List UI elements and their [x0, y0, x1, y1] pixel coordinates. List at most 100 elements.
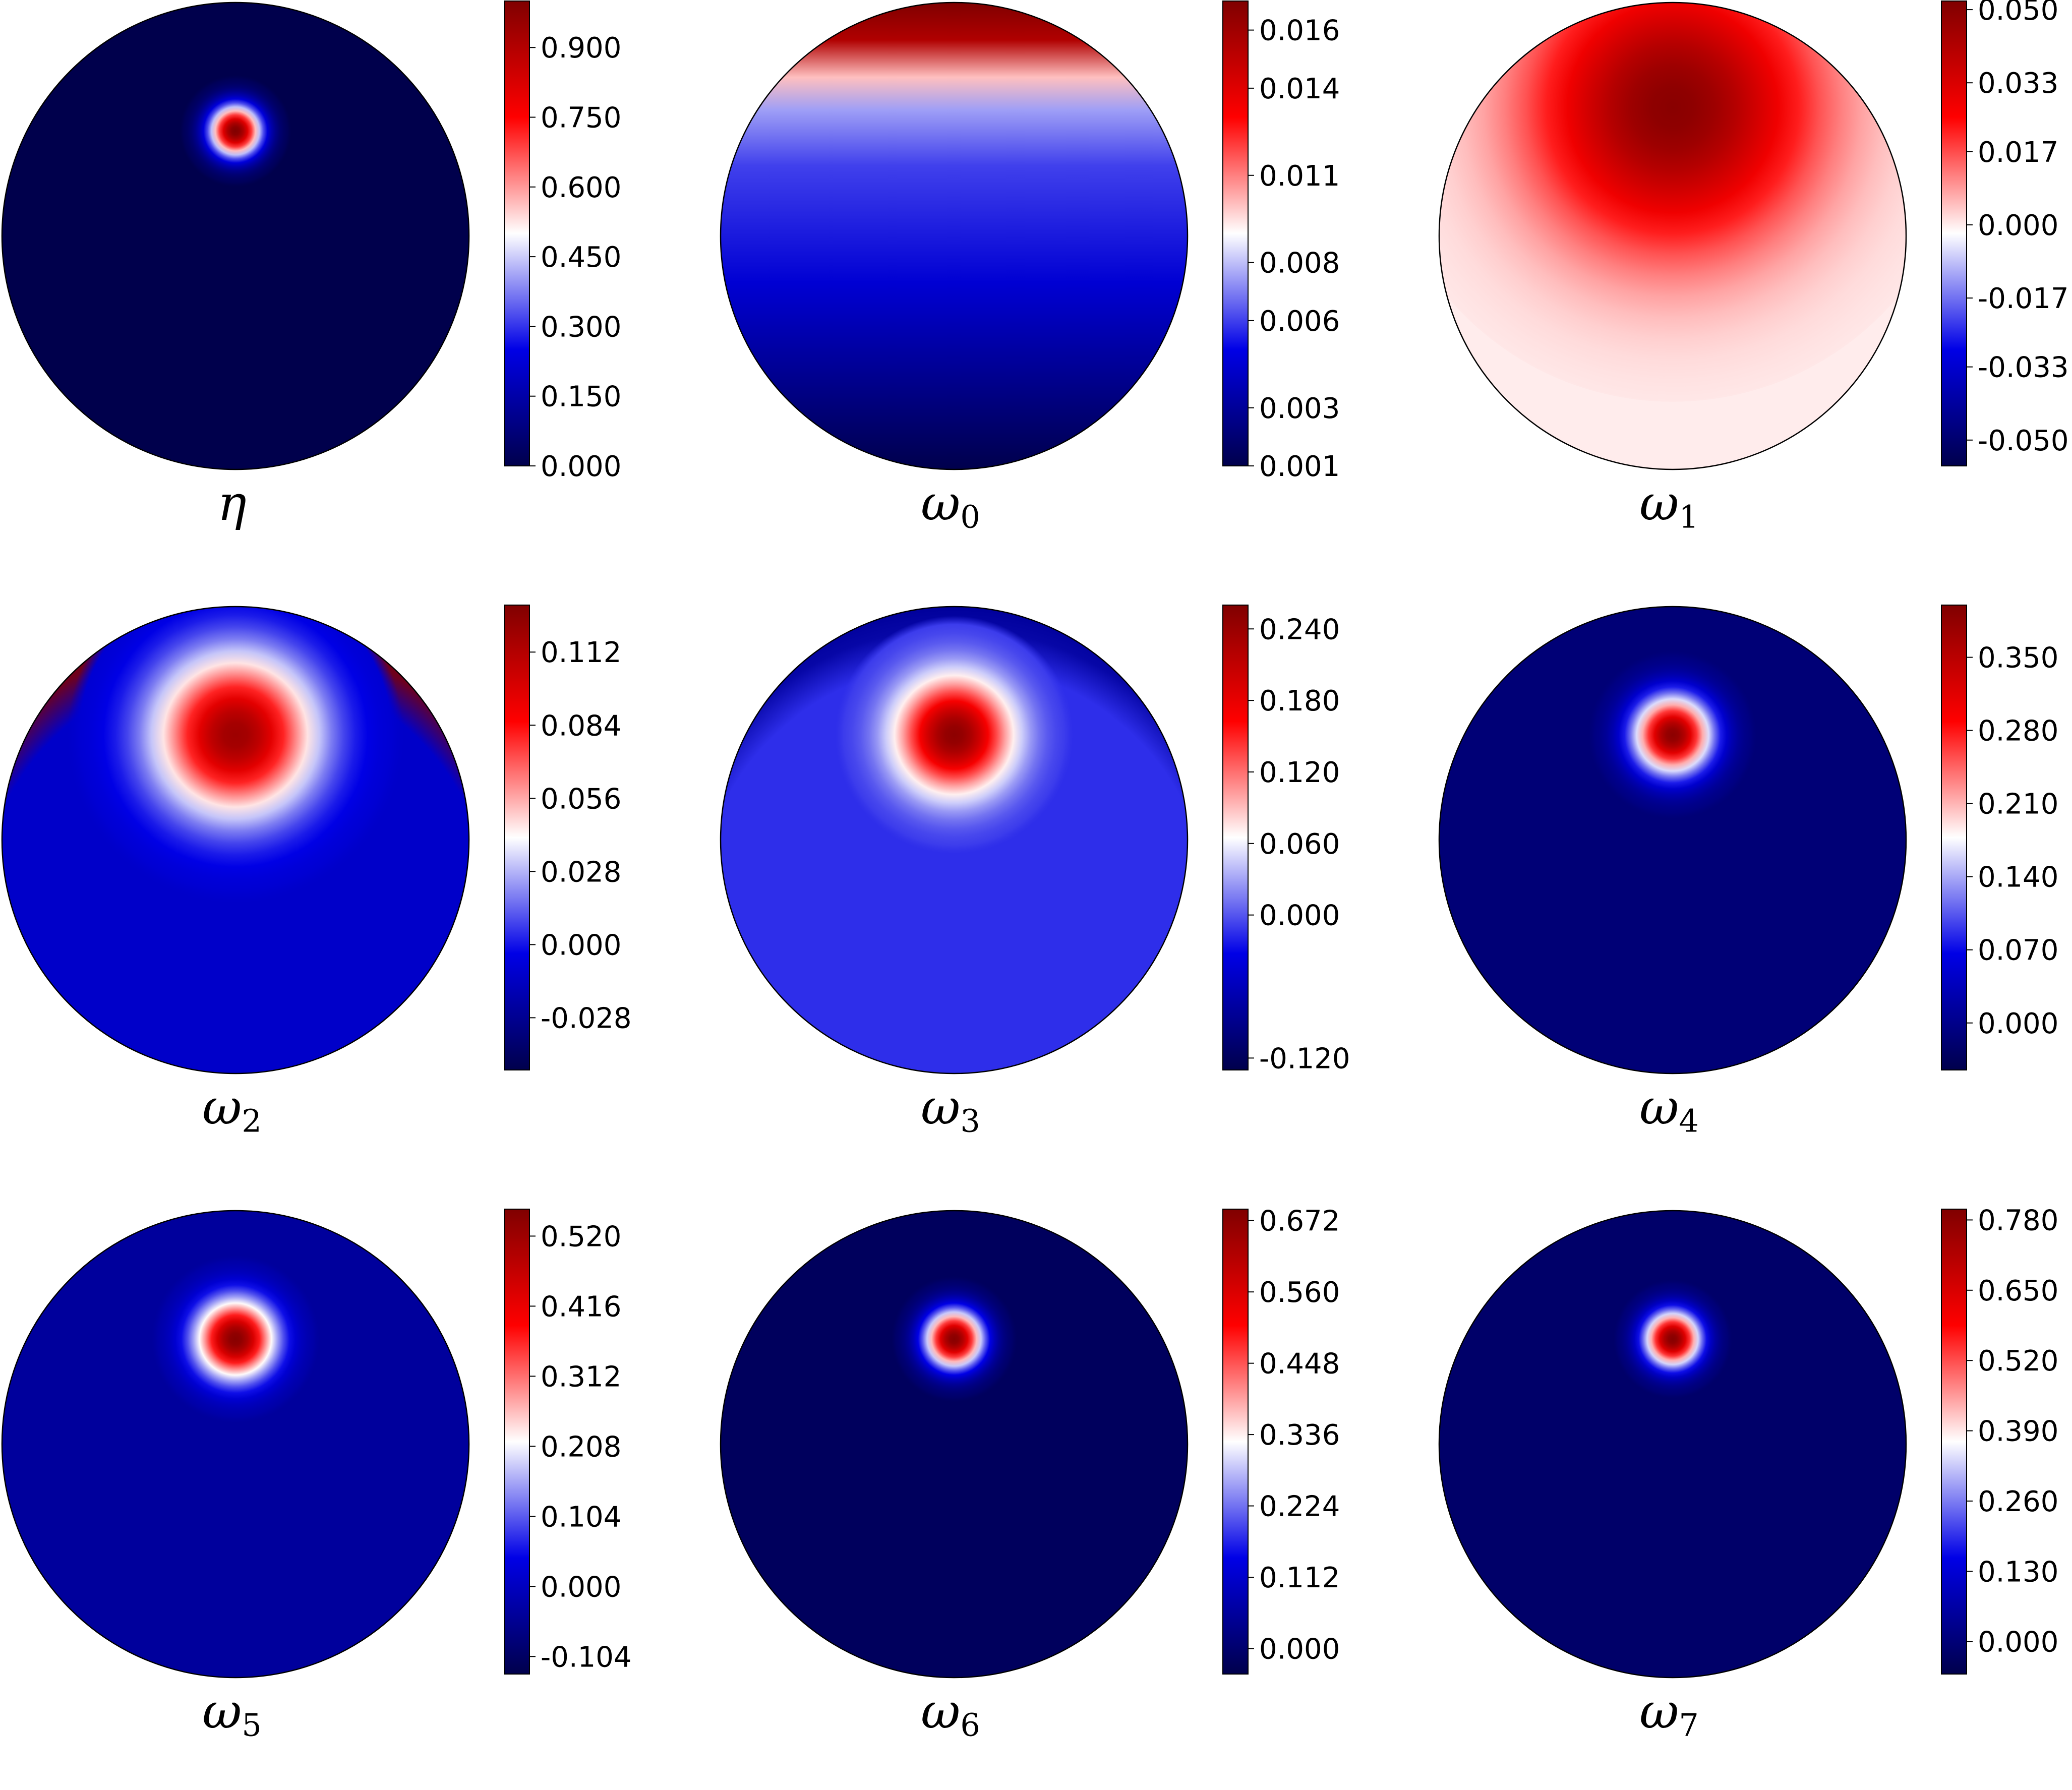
- colorbar-tick-label: 0.000: [1259, 900, 1340, 932]
- heatmap-disk-plot: 0.000 0.130 0.260 0.390 0.520 0.650 0.780: [1438, 1208, 2058, 1679]
- panel-omega-6: 0.000 0.112 0.224 0.336 0.448 0.560 0.672 ω6: [719, 1208, 1409, 1790]
- heatmap-disk-plot: 0.000 0.150 0.300 0.450 0.600 0.750 0.900: [1, 1, 621, 483]
- colorbar-tick-label: 0.312: [541, 1360, 621, 1393]
- panel-omega-7: 0.000 0.130 0.260 0.390 0.520 0.650 0.780 ω7: [1437, 1208, 2072, 1790]
- colorbar-tick-label: 0.416: [541, 1290, 621, 1323]
- colorbar-tick-label: 0.104: [541, 1501, 621, 1533]
- field-layer: [1439, 607, 1906, 1073]
- disk-outline: [1438, 606, 1907, 1075]
- colorbar-tick-label: 0.016: [1259, 15, 1340, 47]
- panel-label: ω2: [131, 1083, 333, 1137]
- field-peak: [67, 607, 404, 904]
- colorbar-tick-label: 0.224: [1259, 1490, 1340, 1523]
- colorbar-tick-label: -0.028: [541, 1002, 632, 1035]
- colorbar-tick-label: 0.060: [1259, 828, 1340, 861]
- colorbar-tick-label: 0.050: [1978, 0, 2058, 27]
- heatmap-disk-plot: 0.000 0.112 0.224 0.336 0.448 0.560 0.672: [720, 1208, 1340, 1679]
- heatmap-disk-plot: -0.050 -0.033 -0.017 0.000 0.017 0.033 0.050: [1438, 0, 2069, 470]
- colorbar-tick-label: 0.033: [1978, 67, 2058, 100]
- panel-label-symbol: ω: [1639, 1079, 1679, 1136]
- panel-label: η: [131, 479, 333, 527]
- field-peak: [179, 75, 292, 187]
- colorbar-tick-label: 0.006: [1259, 305, 1340, 338]
- field-layer: [2, 607, 469, 1073]
- figure: { "colormap": { "name": "seismic", "stop…: [0, 0, 2072, 1741]
- colorbar-tick-label: 0.600: [541, 171, 621, 204]
- colorbar-tick-label: 0.120: [1259, 756, 1340, 789]
- field-layer: [721, 3, 1188, 469]
- heatmap-disk-plot: 0.000 0.070 0.140 0.210 0.280 0.350: [1438, 605, 2058, 1075]
- disk-outline: [720, 1210, 1189, 1679]
- panel-label-symbol: ω: [1639, 475, 1679, 531]
- colorbar-tick-label: -0.104: [541, 1641, 632, 1674]
- colorbar-tick-label: 0.520: [541, 1220, 621, 1253]
- panel-omega-4: 0.000 0.070 0.140 0.210 0.280 0.350 ω4: [1437, 604, 2072, 1186]
- colorbar-tick-label: 0.180: [1259, 685, 1340, 718]
- panel-label: ω5: [131, 1687, 333, 1741]
- panel-label-subscript: 6: [960, 1706, 980, 1744]
- field-layer: [1439, 1211, 1906, 1678]
- heatmap-disk-plot: -0.028 0.000 0.028 0.056 0.084 0.112: [1, 605, 632, 1075]
- panel-omega-2: -0.028 0.000 0.028 0.056 0.084 0.112 ω2: [0, 604, 690, 1186]
- colorbar-tick-label: 0.390: [1978, 1415, 2058, 1448]
- field-layer: [2, 3, 469, 469]
- panel-label: ω0: [850, 479, 1051, 533]
- colorbar-tick-label: -0.017: [1978, 282, 2069, 315]
- panel-omega-1: -0.050 -0.033 -0.017 0.000 0.017 0.033 0.050 ω1: [1437, 0, 2072, 582]
- colorbar-tick-label: 0.300: [541, 311, 621, 343]
- heatmap-disk-plot: -0.120 0.000 0.060 0.120 0.180 0.240: [720, 605, 1350, 1075]
- panel-label-subscript: 7: [1679, 1706, 1699, 1744]
- panel-label-subscript: 1: [1679, 498, 1699, 535]
- panel-eta: 0.000 0.150 0.300 0.450 0.600 0.750 0.900 η: [0, 0, 690, 582]
- field-layer: [721, 607, 1188, 1073]
- colorbar-tick-label: 0.000: [1978, 209, 2058, 242]
- field-peak: [1613, 1279, 1733, 1399]
- colorbar: [1222, 605, 1249, 1070]
- panel-label: ω4: [1568, 1083, 1770, 1137]
- heatmap-disk-plot: 0.001 0.003 0.006 0.008 0.011 0.014 0.016: [720, 1, 1340, 483]
- colorbar-tick-label: 0.750: [541, 102, 621, 135]
- colorbar-tick-label: 0.130: [1978, 1556, 2058, 1588]
- colorbar-tick-label: 0.017: [1978, 136, 2058, 169]
- colorbar: [504, 605, 530, 1070]
- field-peak: [151, 1255, 320, 1423]
- colorbar-tick-label: 0.112: [541, 636, 621, 669]
- colorbar-tick-label: 0.672: [1259, 1208, 1340, 1238]
- field-peak: [1588, 650, 1757, 819]
- panel-label: ω1: [1568, 479, 1770, 533]
- colorbar-tick-label: 0.450: [541, 241, 621, 274]
- colorbar: [1941, 1, 1967, 466]
- colorbar-tick-label: 0.008: [1259, 247, 1340, 280]
- colorbar: [1222, 1, 1249, 466]
- disk-outline: [1, 1210, 470, 1679]
- disk-outline: [1438, 1210, 1907, 1679]
- colorbar-tick-label: 0.780: [1978, 1208, 2058, 1237]
- panel-label-symbol: ω: [1639, 1683, 1679, 1740]
- colorbar-tick-label: 0.070: [1978, 934, 2058, 967]
- colorbar-tick-label: 0.000: [541, 929, 621, 962]
- field-peak: [835, 616, 1074, 854]
- disk-outline: [720, 2, 1189, 470]
- panel-label: ω3: [850, 1083, 1051, 1137]
- panel-label-symbol: ω: [921, 475, 961, 531]
- colorbar-tick-label: 0.140: [1978, 861, 2058, 894]
- panel-omega-5: -0.104 0.000 0.104 0.208 0.312 0.416 0.520 ω5: [0, 1208, 690, 1790]
- panel-label: ω6: [850, 1687, 1051, 1741]
- colorbar-tick-label: 0.003: [1259, 392, 1340, 425]
- colorbar-tick-label: 0.014: [1259, 73, 1340, 105]
- colorbar-tick-label: 0.650: [1978, 1275, 2058, 1307]
- colorbar-tick-label: 0.560: [1259, 1276, 1340, 1309]
- field-gradient: [721, 3, 1188, 469]
- panel-label-symbol: ω: [202, 1683, 242, 1740]
- colorbar: [1222, 1209, 1249, 1675]
- disk-outline: [1, 2, 470, 470]
- panel-label-symbol: ω: [202, 1079, 242, 1136]
- colorbar-tick-label: -0.033: [1978, 351, 2069, 384]
- field-background: [2, 3, 469, 469]
- disk-outline: [1438, 2, 1907, 470]
- colorbar-tick-label: 0.000: [1259, 1633, 1340, 1665]
- colorbar-tick-label: 0.001: [1259, 450, 1340, 483]
- panel-label-subscript: 5: [242, 1706, 262, 1744]
- field-peak: [1439, 3, 1906, 402]
- colorbar-tick-label: 0.056: [541, 783, 621, 815]
